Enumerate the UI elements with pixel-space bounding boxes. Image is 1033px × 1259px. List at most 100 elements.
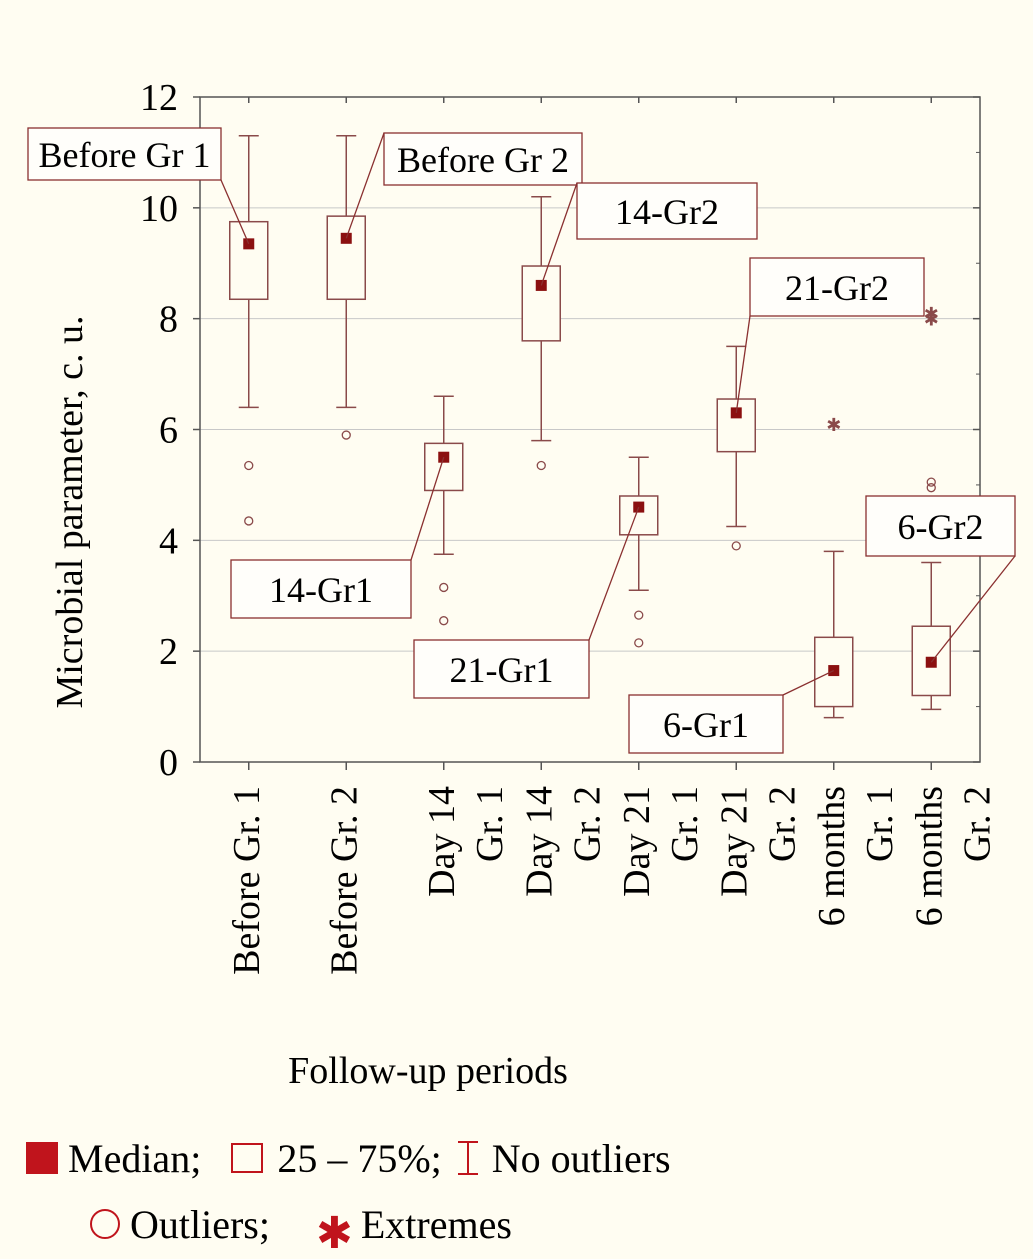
box-group bbox=[619, 456, 659, 648]
x-tick-label-line2: Gr. 1 bbox=[859, 786, 901, 862]
box-group bbox=[229, 135, 269, 526]
x-tick-label: Day 21 bbox=[616, 786, 658, 897]
callout-box bbox=[27, 127, 222, 181]
y-tick-label: 10 bbox=[140, 188, 178, 230]
box-group bbox=[424, 395, 464, 626]
outlier-point bbox=[244, 516, 254, 526]
box-group: ✱ bbox=[814, 415, 854, 719]
outlier-point bbox=[926, 477, 936, 487]
x-tick-label-line2: Gr. 2 bbox=[761, 786, 803, 862]
extreme-point: ✱ bbox=[924, 310, 939, 331]
callout-box bbox=[628, 694, 784, 754]
whisker-symbol-icon bbox=[457, 1141, 478, 1175]
callout-label: 6-Gr1 bbox=[663, 705, 749, 745]
outlier-point bbox=[634, 638, 644, 648]
outlier-point bbox=[926, 483, 936, 493]
x-tick-label: 6 months bbox=[811, 786, 853, 926]
y-tick-label: 12 bbox=[140, 77, 178, 119]
y-tick-label: 2 bbox=[159, 631, 178, 673]
x-tick-label: Day 21 bbox=[713, 786, 755, 897]
x-tick-label-2: Gr. 2 bbox=[761, 786, 803, 862]
outlier-point bbox=[634, 610, 644, 620]
legend-median: Median; bbox=[26, 1135, 201, 1182]
x-tick-label-line1: Day 14 bbox=[421, 786, 463, 897]
callout-label: Before Gr 2 bbox=[397, 140, 569, 180]
extreme-point: ✱ bbox=[924, 304, 939, 325]
legend-whisker: No outliers bbox=[457, 1135, 671, 1182]
callout-leader bbox=[930, 555, 1016, 663]
callout-label: 14-Gr2 bbox=[615, 192, 719, 232]
iqr-box bbox=[716, 398, 756, 453]
callout-label: 21-Gr2 bbox=[785, 268, 889, 308]
x-tick-label-line1: Day 14 bbox=[518, 786, 560, 897]
asterisk-icon: ✱ bbox=[315, 1208, 353, 1259]
outlier-point bbox=[341, 430, 351, 440]
callout-label: 14-Gr1 bbox=[269, 570, 373, 610]
legend-outliers-label: Outliers; bbox=[130, 1201, 270, 1247]
callout-box bbox=[383, 132, 583, 186]
legend-median-label: Median; bbox=[68, 1135, 202, 1181]
callout-label: 6-Gr2 bbox=[898, 507, 984, 547]
legend-row-1: Median; 25 – 75%; No outliers bbox=[26, 1128, 671, 1188]
x-tick-label-line1: Day 21 bbox=[616, 786, 658, 897]
iqr-box bbox=[326, 215, 366, 301]
x-tick-label-line1: 6 months bbox=[908, 786, 950, 926]
box-group bbox=[521, 196, 561, 471]
x-tick-label-2: Gr. 2 bbox=[566, 786, 608, 862]
x-tick-label-2: Gr. 2 bbox=[956, 786, 998, 862]
callout-leader bbox=[540, 182, 578, 286]
y-tick-label: 6 bbox=[159, 410, 178, 452]
x-tick-label: Before Gr. 2 bbox=[323, 786, 365, 975]
x-tick-label: Day 14 bbox=[518, 786, 560, 897]
callout-box bbox=[576, 182, 758, 240]
legend-whisker-label: No outliers bbox=[491, 1135, 671, 1181]
iqr-box bbox=[521, 265, 561, 342]
y-tick-label: 8 bbox=[159, 299, 178, 341]
x-tick-label-line1: Day 21 bbox=[713, 786, 755, 897]
x-tick-label-2: Gr. 1 bbox=[664, 786, 706, 862]
callout-box bbox=[230, 559, 412, 619]
x-tick-label: 6 months bbox=[908, 786, 950, 926]
outlier-symbol-icon bbox=[90, 1209, 120, 1239]
x-axis-title: Follow-up periods bbox=[288, 1050, 568, 1092]
box-group bbox=[326, 135, 366, 440]
callout-leader bbox=[735, 315, 751, 413]
box-group bbox=[716, 345, 756, 551]
x-tick-label-line1: Before Gr. 1 bbox=[226, 786, 268, 975]
median-symbol-icon bbox=[26, 1142, 58, 1174]
callout-leader bbox=[220, 179, 250, 245]
callout-box bbox=[749, 257, 925, 317]
legend-outliers: Outliers; bbox=[90, 1201, 270, 1248]
callout-leader bbox=[588, 506, 640, 641]
outlier-point bbox=[536, 460, 546, 471]
legend-box-label: 25 – 75%; bbox=[277, 1135, 442, 1181]
x-tick-label-2: Gr. 1 bbox=[859, 786, 901, 862]
callout-leader bbox=[782, 669, 835, 696]
callout-leader bbox=[345, 132, 385, 239]
outlier-point bbox=[439, 582, 449, 593]
x-tick-label-line2: Gr. 1 bbox=[664, 786, 706, 862]
y-tick-label: 4 bbox=[159, 520, 178, 562]
x-tick-label-line2: Gr. 1 bbox=[469, 786, 511, 862]
box-symbol-icon bbox=[231, 1143, 264, 1173]
x-tick-label-line2: Gr. 2 bbox=[566, 786, 608, 862]
extreme-point: ✱ bbox=[826, 415, 841, 436]
y-axis-title: Microbial parameter, c. u. bbox=[49, 315, 91, 708]
outlier-point bbox=[439, 616, 449, 626]
callout-box bbox=[865, 495, 1016, 557]
x-tick-label-line2: Gr. 2 bbox=[956, 786, 998, 862]
y-tick-label: 0 bbox=[159, 742, 178, 784]
legend-row-2: Outliers; ✱ Extremes bbox=[90, 1194, 512, 1256]
x-tick-label-line1: 6 months bbox=[811, 786, 853, 926]
callout-label: Before Gr 1 bbox=[39, 135, 211, 175]
x-tick-label-2: Gr. 1 bbox=[469, 786, 511, 862]
outlier-point bbox=[731, 541, 741, 551]
iqr-box bbox=[229, 220, 269, 301]
x-tick-label: Before Gr. 1 bbox=[226, 786, 268, 975]
legend-extremes-label: Extremes bbox=[360, 1201, 512, 1247]
legend-extremes: ✱ Extremes bbox=[316, 1201, 512, 1256]
callout-box bbox=[413, 639, 590, 699]
x-tick-label: Day 14 bbox=[421, 786, 463, 897]
x-tick-label-line1: Before Gr. 2 bbox=[323, 786, 365, 975]
